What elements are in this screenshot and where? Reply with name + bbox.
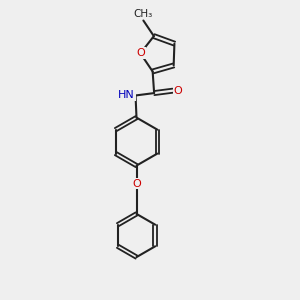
- Text: O: O: [174, 86, 182, 96]
- Text: CH₃: CH₃: [134, 9, 153, 19]
- Text: O: O: [132, 178, 141, 189]
- Text: HN: HN: [118, 91, 135, 100]
- Text: O: O: [136, 48, 145, 59]
